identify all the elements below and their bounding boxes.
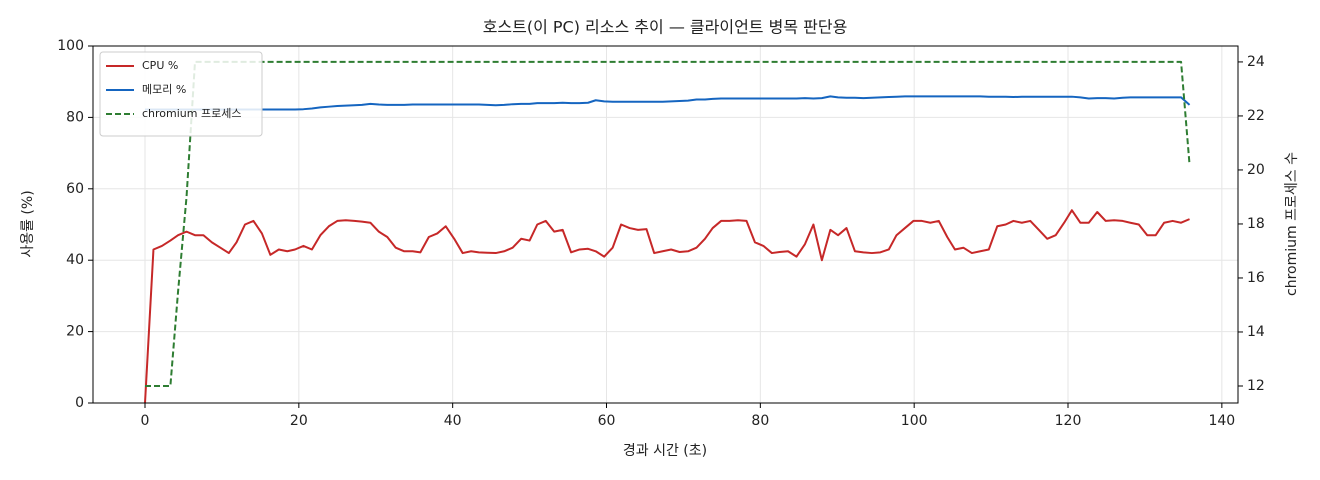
chart-title: 호스트(이 PC) 리소스 추이 — 클라이언트 병목 판단용 bbox=[483, 18, 848, 37]
x-tick-label: 0 bbox=[141, 413, 150, 429]
x-tick-label: 60 bbox=[598, 413, 616, 429]
grid bbox=[93, 45, 1238, 404]
x-tick-label: 140 bbox=[1208, 413, 1235, 429]
y2-tick-label: 16 bbox=[1247, 270, 1265, 286]
y2-tick-label: 24 bbox=[1247, 54, 1265, 70]
y2-tick-label: 22 bbox=[1247, 108, 1265, 124]
y-tick-label: 100 bbox=[57, 38, 84, 54]
data-line bbox=[144, 209, 1190, 404]
legend: CPU % 메모리 % chromium 프로세스 bbox=[99, 51, 263, 137]
legend-label: 메모리 % bbox=[142, 83, 186, 96]
y-tick-label: 60 bbox=[66, 181, 84, 197]
y2-tick-label: 12 bbox=[1247, 378, 1265, 394]
x-tick-label: 80 bbox=[751, 413, 769, 429]
y-tick-label: 20 bbox=[66, 324, 84, 340]
y2-tick-label: 20 bbox=[1247, 162, 1265, 178]
x-tick-label: 20 bbox=[290, 413, 308, 429]
y-tick-label: 40 bbox=[66, 252, 84, 268]
x-tick-label: 120 bbox=[1055, 413, 1082, 429]
x-tick-label: 100 bbox=[901, 413, 928, 429]
y-tick-label: 80 bbox=[66, 109, 84, 125]
x-tick-label: 40 bbox=[444, 413, 462, 429]
plot-frame bbox=[92, 45, 1239, 404]
x-axis-label: 경과 시간 (초) bbox=[623, 443, 707, 459]
legend-label: CPU % bbox=[142, 59, 178, 72]
data-line bbox=[145, 60, 1191, 387]
y2-axis-label: chromium 프로세스 수 bbox=[1284, 152, 1300, 296]
y2-tick-label: 18 bbox=[1247, 216, 1265, 232]
legend-label: chromium 프로세스 bbox=[142, 107, 241, 120]
y-tick-label: 0 bbox=[75, 395, 84, 411]
data-line bbox=[145, 95, 1191, 111]
y-axis-label: 사용률 (%) bbox=[20, 190, 36, 257]
y2-tick-label: 14 bbox=[1247, 324, 1265, 340]
legend-box bbox=[99, 51, 263, 137]
